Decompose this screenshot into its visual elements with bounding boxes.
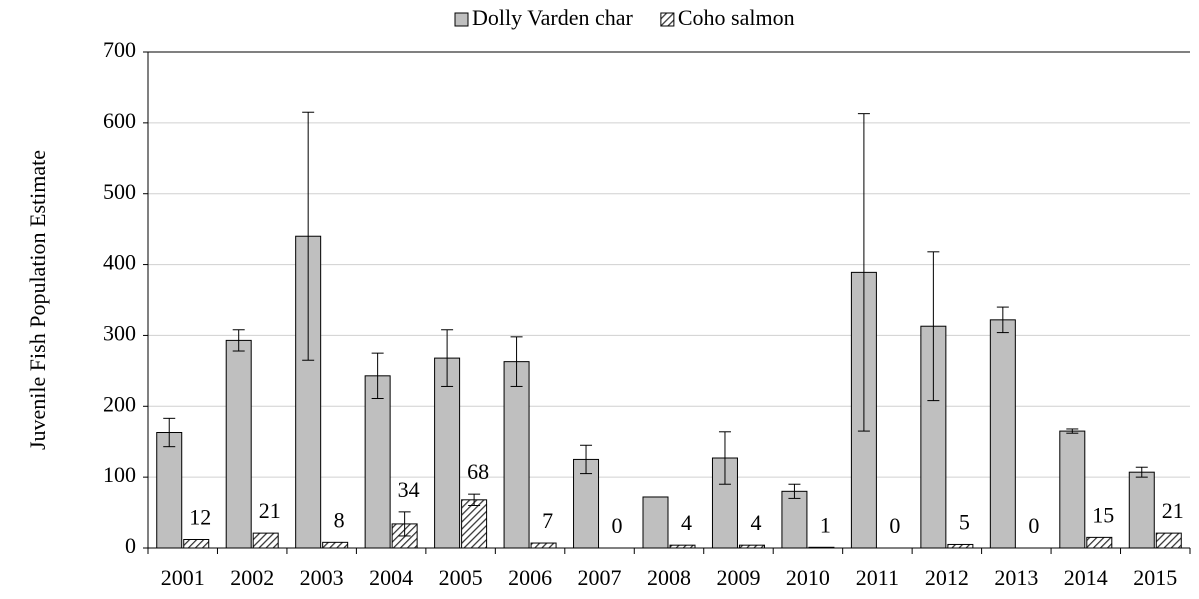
data-label: 15 [1092, 502, 1114, 527]
data-label: 34 [398, 477, 420, 502]
x-tick-label: 2013 [994, 565, 1038, 590]
bar [947, 543, 974, 549]
y-tick-label: 200 [103, 391, 136, 416]
data-label: 12 [189, 505, 211, 530]
x-tick-label: 2008 [647, 565, 691, 590]
bar [1059, 430, 1086, 549]
data-label: 21 [1162, 498, 1184, 523]
bar [1128, 471, 1155, 549]
data-label: 4 [681, 510, 692, 535]
y-tick-label: 300 [103, 320, 136, 345]
bar [781, 490, 808, 549]
x-tick-label: 2015 [1133, 565, 1177, 590]
x-tick-label: 2007 [578, 565, 622, 590]
x-tick-label: 2010 [786, 565, 830, 590]
data-label: 1 [820, 512, 831, 537]
x-tick-label: 2011 [856, 565, 899, 590]
x-tick-label: 2003 [300, 565, 344, 590]
bar [989, 319, 1016, 549]
y-tick-label: 600 [103, 108, 136, 133]
x-tick-label: 2002 [230, 565, 274, 590]
legend-swatch [660, 12, 675, 27]
x-tick-label: 2014 [1064, 565, 1108, 590]
data-label: 7 [542, 508, 553, 533]
data-label: 0 [612, 513, 623, 538]
y-tick-label: 500 [103, 179, 136, 204]
bar [530, 542, 557, 549]
data-label: 0 [1028, 513, 1039, 538]
bar [434, 357, 461, 549]
bar [669, 544, 696, 549]
bar [183, 538, 210, 549]
x-tick-label: 2012 [925, 565, 969, 590]
y-axis-label: Juvenile Fish Population Estimate [25, 150, 50, 450]
legend-swatch [454, 12, 469, 27]
data-label: 5 [959, 510, 970, 535]
legend-label: Dolly Varden char [472, 5, 634, 30]
bar [225, 339, 252, 549]
y-tick-label: 700 [103, 37, 136, 62]
x-tick-label: 2006 [508, 565, 552, 590]
legend-label: Coho salmon [678, 5, 795, 30]
bar [1155, 532, 1182, 549]
bar [364, 375, 391, 549]
bar [252, 532, 279, 549]
data-label: 21 [259, 498, 281, 523]
bar [808, 546, 835, 549]
x-tick-label: 2009 [716, 565, 760, 590]
data-label: 8 [334, 507, 345, 532]
bar [503, 361, 530, 549]
y-tick-label: 100 [103, 462, 136, 487]
bar [642, 496, 669, 549]
data-label: 68 [467, 459, 489, 484]
bar [573, 458, 600, 549]
x-tick-label: 2005 [439, 565, 483, 590]
bar [156, 432, 183, 549]
y-tick-label: 400 [103, 250, 136, 275]
x-tick-label: 2004 [369, 565, 413, 590]
bar [461, 499, 488, 549]
bar [738, 544, 765, 549]
data-label: 4 [750, 510, 761, 535]
x-tick-label: 2001 [161, 565, 205, 590]
bar [1086, 536, 1113, 549]
data-label: 0 [889, 513, 900, 538]
bar [322, 541, 349, 549]
y-tick-label: 0 [125, 533, 136, 558]
